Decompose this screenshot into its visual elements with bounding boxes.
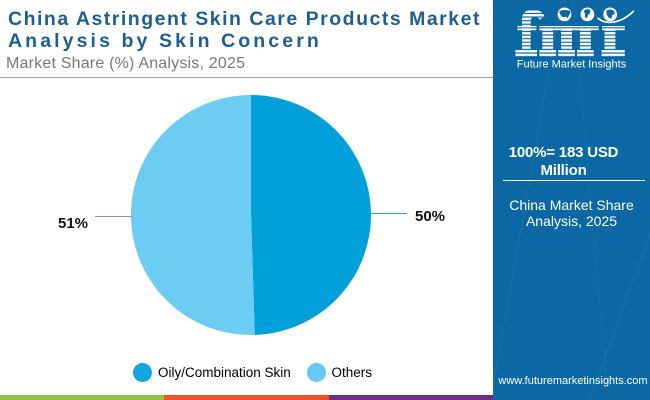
svg-text:Future Market Insights: Future Market Insights [517, 59, 627, 71]
